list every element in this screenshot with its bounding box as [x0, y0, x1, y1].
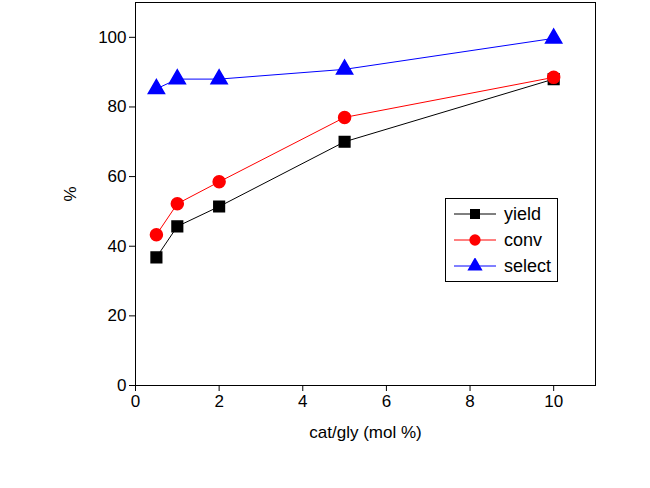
html-text:conv: conv [504, 229, 542, 250]
svg-text:40: 40 [108, 237, 127, 256]
svg-text:8: 8 [465, 392, 474, 411]
svg-text:20: 20 [108, 306, 127, 325]
svg-text:100: 100 [98, 28, 126, 47]
svg-text:6: 6 [382, 392, 391, 411]
html-text:yield: yield [504, 203, 541, 224]
svg-text:80: 80 [108, 97, 127, 116]
svg-text:2: 2 [214, 392, 223, 411]
svg-text:0: 0 [131, 392, 140, 411]
svg-text:10: 10 [544, 392, 563, 411]
svg-text:%: % [61, 186, 80, 201]
svg-text:4: 4 [298, 392, 307, 411]
svg-text:60: 60 [108, 167, 127, 186]
html-text:select: select [504, 255, 551, 276]
svg-text:cat/gly (mol %): cat/gly (mol %) [309, 423, 421, 442]
svg-text:0: 0 [117, 376, 126, 395]
